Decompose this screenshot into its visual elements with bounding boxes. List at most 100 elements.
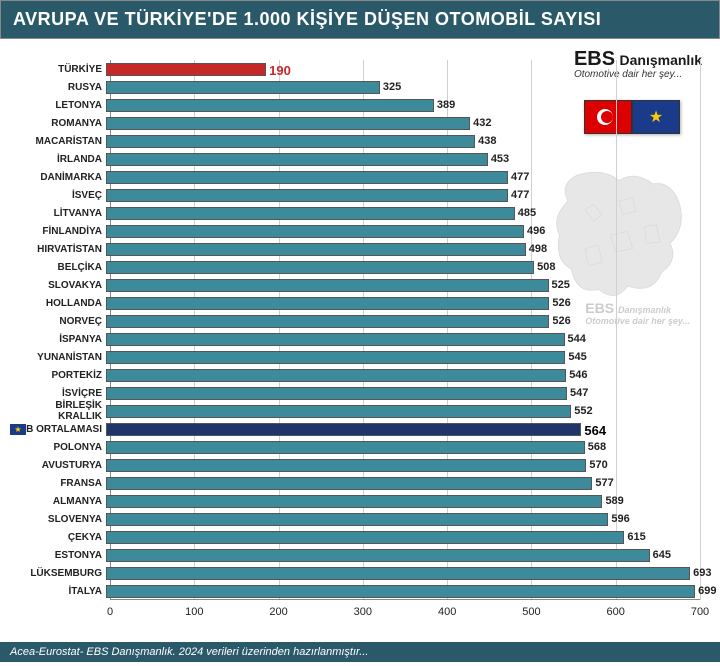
row-label: SLOVAKYA: [10, 280, 106, 291]
chart-row: RUSYA325: [10, 78, 710, 96]
bar-value: 438: [478, 135, 496, 147]
bar-value: 498: [529, 243, 547, 255]
chart-row: HOLLANDA526: [10, 294, 710, 312]
x-tick-label: 400: [438, 606, 456, 618]
row-label: PORTEKİZ: [10, 370, 106, 381]
bar: 564: [106, 423, 581, 436]
chart-row: BİRLEŞİK KRALLIK552: [10, 402, 710, 420]
chart-row: LÜKSEMBURG693: [10, 564, 710, 582]
bar: 477: [106, 189, 508, 202]
bar: 526: [106, 315, 549, 328]
row-label: TÜRKİYE: [10, 64, 106, 75]
x-tick-label: 200: [269, 606, 287, 618]
bar: 190: [106, 63, 266, 76]
chart-row: LETONYA389: [10, 96, 710, 114]
bar-value: 570: [589, 459, 607, 471]
row-label: POLONYA: [10, 442, 106, 453]
bar-value: 453: [491, 153, 509, 165]
bar: 477: [106, 171, 508, 184]
bar: 438: [106, 135, 475, 148]
bar-value: 389: [437, 99, 455, 111]
bar: 577: [106, 477, 592, 490]
row-label: DANİMARKA: [10, 172, 106, 183]
chart-row: İTALYA699: [10, 582, 710, 600]
chart-row: SLOVAKYA525: [10, 276, 710, 294]
chart-row: SLOVENYA596: [10, 510, 710, 528]
chart-row: ESTONYA645: [10, 546, 710, 564]
chart-row: YUNANİSTAN545: [10, 348, 710, 366]
x-tick-label: 0: [107, 606, 113, 618]
bar: 693: [106, 567, 690, 580]
bar-value: 485: [518, 207, 536, 219]
chart-row: LİTVANYA485: [10, 204, 710, 222]
bar: 699: [106, 585, 695, 598]
row-label: İTALYA: [10, 586, 106, 597]
source-footer: Acea-Eurostat- EBS Danışmanlık. 2024 ver…: [0, 642, 720, 662]
chart-row: AVUSTURYA570: [10, 456, 710, 474]
bar: 596: [106, 513, 608, 526]
bar: 615: [106, 531, 624, 544]
bar-value: 508: [537, 261, 555, 273]
bar: 525: [106, 279, 549, 292]
bar: 453: [106, 153, 488, 166]
bar: 568: [106, 441, 585, 454]
row-label: İSPANYA: [10, 334, 106, 345]
row-label: LÜKSEMBURG: [10, 568, 106, 579]
chart-row: İSVİÇRE547: [10, 384, 710, 402]
bar: 544: [106, 333, 565, 346]
bar: 389: [106, 99, 434, 112]
bar: 570: [106, 459, 586, 472]
bar-value: 477: [511, 171, 529, 183]
bar-value: 568: [588, 441, 606, 453]
row-label: HOLLANDA: [10, 298, 106, 309]
row-label: FİNLANDİYA: [10, 226, 106, 237]
row-label: YUNANİSTAN: [10, 352, 106, 363]
bar-value: 699: [698, 585, 716, 597]
chart-row: İRLANDA453: [10, 150, 710, 168]
bar: 545: [106, 351, 565, 364]
chart-row: DANİMARKA477: [10, 168, 710, 186]
bar-chart: 0100200300400500600700 TÜRKİYE190RUSYA32…: [10, 48, 710, 626]
bar: 526: [106, 297, 549, 310]
chart-row: FRANSA577: [10, 474, 710, 492]
chart-row: HIRVATİSTAN498: [10, 240, 710, 258]
bar: 546: [106, 369, 566, 382]
bar-value: 645: [653, 549, 671, 561]
row-label: LETONYA: [10, 100, 106, 111]
chart-row: ALMANYA589: [10, 492, 710, 510]
bar-value: 693: [693, 567, 711, 579]
chart-row: BELÇİKA508: [10, 258, 710, 276]
bar-value: 477: [511, 189, 529, 201]
bar-value: 596: [611, 513, 629, 525]
bar: 498: [106, 243, 526, 256]
bar-value: 190: [269, 63, 291, 78]
bar: 645: [106, 549, 650, 562]
bar-value: 432: [473, 117, 491, 129]
row-label: NORVEÇ: [10, 316, 106, 327]
row-label: ROMANYA: [10, 118, 106, 129]
x-tick-label: 300: [354, 606, 372, 618]
row-label: İSVİÇRE: [10, 388, 106, 399]
bar-value: 526: [552, 297, 570, 309]
row-label: İRLANDA: [10, 154, 106, 165]
row-label: HIRVATİSTAN: [10, 244, 106, 255]
chart-row: POLONYA568: [10, 438, 710, 456]
bar-value: 496: [527, 225, 545, 237]
bar-value: 544: [568, 333, 586, 345]
row-label: FRANSA: [10, 478, 106, 489]
bar: 485: [106, 207, 515, 220]
bar: 552: [106, 405, 571, 418]
chart-row: NORVEÇ526: [10, 312, 710, 330]
chart-row: ROMANYA432: [10, 114, 710, 132]
chart-row: ★AB ORTALAMASI564: [10, 420, 710, 438]
chart-row: PORTEKİZ546: [10, 366, 710, 384]
chart-row: İSVEÇ477: [10, 186, 710, 204]
chart-title: AVRUPA VE TÜRKİYE'DE 1.000 KİŞİYE DÜŞEN …: [0, 0, 720, 39]
bar: 432: [106, 117, 470, 130]
bar-value: 615: [627, 531, 645, 543]
row-label: ESTONYA: [10, 550, 106, 561]
row-label: ÇEKYA: [10, 532, 106, 543]
bar: 589: [106, 495, 602, 508]
chart-row: FİNLANDİYA 496: [10, 222, 710, 240]
x-tick-label: 500: [522, 606, 540, 618]
